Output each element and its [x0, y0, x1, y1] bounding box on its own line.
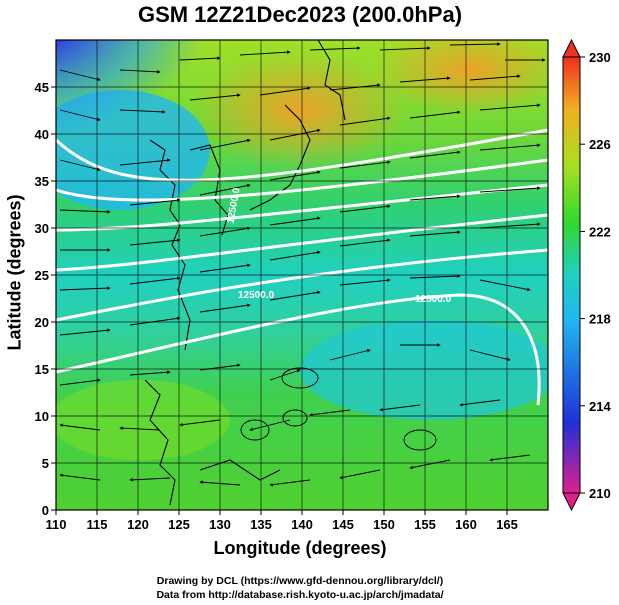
x-tick-label: 150 — [373, 517, 395, 532]
x-axis-label: Longitude (degrees) — [213, 538, 387, 558]
map-plot-area — [56, 40, 548, 510]
y-axis-ticks: 0 5 10 15 20 25 30 35 40 45 — [35, 80, 56, 518]
colorbar-bottom-arrow — [562, 492, 581, 512]
x-tick-label: 155 — [414, 517, 436, 532]
credit-drawing: Drawing by DCL (https://www.gfd-dennou.o… — [156, 575, 444, 587]
colorbar-tick-label: 210 — [589, 486, 611, 501]
x-tick-label: 120 — [127, 517, 149, 532]
y-tick-label: 35 — [35, 174, 49, 189]
y-tick-label: 40 — [35, 127, 49, 142]
colorbar-tick-label: 218 — [589, 312, 611, 327]
x-axis-ticks: 110 115 120 125 130 135 140 145 150 155 160 165 — [46, 510, 518, 532]
y-tick-label: 15 — [35, 362, 49, 377]
y-tick-label: 25 — [35, 268, 49, 283]
contour-label: 12500.0 — [238, 290, 275, 301]
credit-data: Data from http://database.rish.kyoto-u.a… — [156, 589, 444, 601]
x-tick-label: 165 — [496, 517, 518, 532]
colorbar-tick-label: 214 — [589, 399, 611, 414]
y-tick-label: 30 — [35, 221, 49, 236]
colorbar-tick-label: 230 — [589, 50, 611, 65]
chart-title: GSM 12Z21Dec2023 (200.0hPa) — [137, 2, 463, 27]
colorbar-ticks: 230 226 222 218 214 210 — [580, 50, 611, 501]
x-tick-label: 125 — [168, 517, 190, 532]
map-gridlines — [56, 40, 548, 510]
contour-label: 12500.0 — [415, 294, 452, 305]
colorbar-tick-label: 222 — [589, 224, 611, 239]
y-tick-label: 45 — [35, 80, 49, 95]
y-tick-label: 5 — [42, 456, 49, 471]
x-tick-label: 110 — [46, 517, 67, 532]
colorbar-tick-label: 226 — [589, 137, 611, 152]
y-tick-label: 20 — [35, 315, 49, 330]
x-tick-label: 115 — [87, 517, 108, 532]
x-tick-label: 145 — [332, 517, 354, 532]
y-tick-label: 10 — [35, 409, 49, 424]
colorbar-top-arrow — [562, 38, 581, 58]
colorbar: 230 226 222 218 214 210 — [562, 38, 611, 512]
x-tick-label: 160 — [455, 517, 477, 532]
x-tick-label: 130 — [209, 517, 231, 532]
x-tick-label: 135 — [250, 517, 272, 532]
y-tick-label: 0 — [42, 503, 49, 518]
y-axis-label: Latitude (degrees) — [4, 194, 25, 351]
x-tick-label: 140 — [291, 517, 313, 532]
colorbar-bar — [562, 56, 581, 494]
